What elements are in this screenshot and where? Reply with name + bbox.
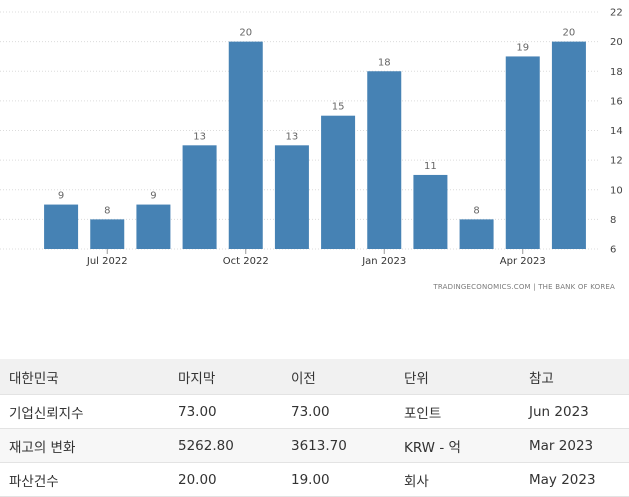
unit: KRW - 억 bbox=[395, 428, 520, 463]
bar-value-label: 20 bbox=[239, 28, 252, 39]
reference-date: Jun 2023 bbox=[520, 394, 629, 429]
x-axis: Jul 2022 Oct 2022 Jan 2023 Apr 2023 bbox=[86, 249, 546, 267]
bar[interactable] bbox=[182, 145, 217, 249]
table-row: 기업신뢰지수 73.00 73.00 포인트 Jun 2023 bbox=[0, 394, 629, 429]
header-previous: 이전 bbox=[282, 359, 395, 395]
bar-value-label: 20 bbox=[563, 28, 576, 39]
x-tick-label: Oct 2022 bbox=[223, 256, 269, 267]
bar[interactable] bbox=[228, 41, 263, 249]
indicator-link[interactable]: 파산건수 bbox=[0, 462, 169, 497]
unit: 포인트 bbox=[395, 394, 520, 429]
indicator-link[interactable]: 기업신뢰지수 bbox=[0, 394, 169, 429]
last-value: 5262.80 bbox=[169, 428, 282, 463]
bar-value-label: 13 bbox=[193, 131, 206, 142]
bar[interactable] bbox=[413, 174, 448, 249]
previous-value: 19.00 bbox=[282, 462, 395, 497]
header-reference: 참고 bbox=[520, 359, 629, 395]
data-labels: 9 8 9 13 20 13 15 18 11 8 19 20 bbox=[58, 28, 575, 217]
bar[interactable] bbox=[459, 219, 494, 249]
bar-chart: 9 8 9 13 20 13 15 18 11 8 19 20 6 8 10 12 14 16 18 20 22 Ju… bbox=[0, 8, 623, 267]
indicator-link[interactable]: 재고의 변화 bbox=[0, 428, 169, 463]
bar[interactable] bbox=[321, 115, 356, 249]
bar-value-label: 15 bbox=[332, 102, 345, 113]
y-tick-label: 14 bbox=[610, 126, 623, 137]
unit: 회사 bbox=[395, 462, 520, 497]
x-tick-label: Jul 2022 bbox=[86, 256, 128, 267]
y-tick-label: 18 bbox=[610, 67, 623, 78]
y-tick-label: 12 bbox=[610, 156, 623, 167]
y-tick-label: 16 bbox=[610, 96, 623, 107]
y-tick-label: 6 bbox=[610, 245, 616, 256]
chart-source-credit: TRADINGECONOMICS.COM | THE BANK OF KOREA bbox=[433, 283, 615, 291]
header-unit: 단위 bbox=[395, 359, 520, 395]
bars bbox=[44, 41, 586, 249]
bar-value-label: 19 bbox=[516, 42, 529, 53]
table-row: 파산건수 20.00 19.00 회사 May 2023 bbox=[0, 462, 629, 497]
x-tick-label: Apr 2023 bbox=[500, 256, 546, 267]
y-tick-label: 20 bbox=[610, 37, 623, 48]
bar[interactable] bbox=[505, 56, 540, 249]
y-tick-label: 8 bbox=[610, 215, 616, 226]
bar[interactable] bbox=[367, 71, 402, 249]
reference-date: Mar 2023 bbox=[520, 428, 629, 463]
bar-value-label: 9 bbox=[58, 191, 64, 202]
bar[interactable] bbox=[136, 204, 171, 249]
y-tick-label: 22 bbox=[610, 8, 623, 19]
previous-value: 3613.70 bbox=[282, 428, 395, 463]
bar-value-label: 11 bbox=[424, 161, 437, 172]
bar-value-label: 13 bbox=[286, 131, 299, 142]
last-value: 73.00 bbox=[169, 394, 282, 429]
reference-date: May 2023 bbox=[520, 462, 629, 497]
y-axis: 6 8 10 12 14 16 18 20 22 bbox=[610, 8, 623, 256]
bar-value-label: 9 bbox=[150, 191, 156, 202]
bar-value-label: 8 bbox=[473, 205, 479, 216]
y-tick-label: 10 bbox=[610, 185, 623, 196]
header-country: 대한민국 bbox=[0, 359, 169, 395]
bar[interactable] bbox=[44, 204, 79, 249]
previous-value: 73.00 bbox=[282, 394, 395, 429]
table-row: 재고의 변화 5262.80 3613.70 KRW - 억 Mar 2023 bbox=[0, 428, 629, 463]
bar[interactable] bbox=[551, 41, 586, 249]
header-last: 마지막 bbox=[169, 359, 282, 395]
x-tick-label: Jan 2023 bbox=[361, 256, 406, 267]
last-value: 20.00 bbox=[169, 462, 282, 497]
bar[interactable] bbox=[90, 219, 125, 249]
bar-value-label: 18 bbox=[378, 57, 391, 68]
table-header-row: 대한민국 마지막 이전 단위 참고 bbox=[0, 359, 629, 395]
bar[interactable] bbox=[274, 145, 309, 249]
indicator-table: 대한민국 마지막 이전 단위 참고 기업신뢰지수 73.00 73.00 포인트… bbox=[0, 359, 629, 497]
bar-value-label: 8 bbox=[104, 205, 110, 216]
